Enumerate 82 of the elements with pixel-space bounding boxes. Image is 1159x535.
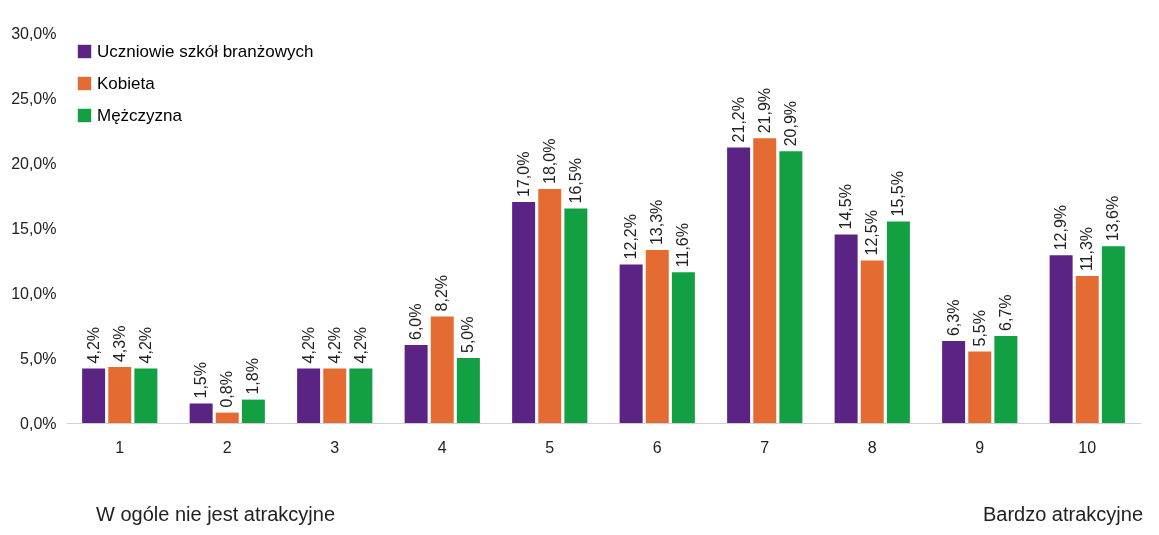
data-label: 8,2% (433, 274, 451, 312)
data-label: 4,2% (136, 326, 154, 364)
bar (834, 234, 858, 423)
x-tick-label: 9 (975, 438, 985, 456)
data-label: 11,6% (674, 223, 692, 268)
legend-label: Kobieta (97, 73, 156, 93)
y-tick-label: 15,0% (11, 219, 57, 237)
data-label: 4,2% (84, 326, 102, 364)
data-label: 11,3% (1078, 226, 1096, 272)
bar (456, 358, 480, 423)
data-label: 4,2% (351, 326, 369, 364)
bar (1049, 255, 1073, 423)
bar (564, 208, 588, 423)
data-label: 1,5% (192, 362, 210, 399)
data-label: 20,9% (781, 100, 799, 147)
y-tick-label: 10,0% (11, 284, 57, 302)
bar (968, 351, 992, 423)
data-label: 6,0% (407, 303, 425, 340)
data-label: 16,5% (566, 158, 584, 204)
bar (404, 345, 428, 423)
x-tick-label: 6 (652, 438, 662, 456)
bar (108, 367, 132, 423)
bar (886, 221, 910, 423)
data-label: 4,2% (299, 326, 317, 364)
data-label: 0,8% (218, 371, 236, 408)
bar (349, 368, 373, 423)
bar (779, 151, 803, 423)
data-label: 12,9% (1052, 204, 1070, 251)
bar (134, 368, 158, 423)
bar (323, 368, 347, 423)
text: Bardzo atrakcyjne (982, 503, 1143, 525)
x-tick-label: 8 (867, 438, 877, 456)
data-label: 21,9% (755, 87, 773, 134)
bar (1101, 246, 1125, 423)
y-tick-label: 5,0% (20, 349, 57, 367)
bar (215, 412, 239, 423)
y-tick-label: 20,0% (11, 154, 57, 172)
bar (538, 189, 562, 423)
data-label: 13,6% (1104, 195, 1122, 242)
x-tick-label: 2 (222, 438, 232, 456)
x-tick-label: 3 (330, 438, 340, 456)
bar (645, 250, 669, 423)
x-tick-label: 10 (1078, 438, 1097, 456)
data-label: 17,0% (514, 151, 532, 197)
bar (753, 138, 777, 423)
bar (82, 368, 106, 423)
data-label: 21,2% (729, 97, 747, 143)
legend-label: Uczniowie szkół branżowych (97, 41, 314, 61)
x-tick-label: 5 (545, 438, 555, 456)
data-label: 5,5% (970, 310, 988, 347)
data-label: 12,2% (622, 214, 640, 260)
bar (241, 399, 265, 423)
legend-label: Mężczyzna (97, 105, 183, 125)
y-tick-label: 30,0% (11, 24, 57, 42)
data-label: 1,8% (244, 358, 262, 395)
bar (994, 335, 1018, 423)
x-tick-label: 7 (760, 438, 770, 456)
data-label: 18,0% (540, 138, 558, 184)
data-label: 14,5% (837, 184, 855, 230)
bar (1075, 276, 1099, 423)
bar (297, 368, 321, 423)
bar (727, 147, 751, 423)
y-tick-label: 0,0% (20, 414, 57, 432)
data-label: 6,7% (996, 294, 1014, 331)
x-tick-label: 4 (437, 438, 447, 456)
bar (671, 272, 695, 423)
bar (860, 260, 884, 423)
data-label: 12,5% (863, 210, 881, 256)
data-label: 4,2% (325, 326, 343, 364)
data-label: 13,3% (648, 199, 666, 246)
data-label: 6,3% (944, 299, 962, 337)
bar (619, 264, 643, 423)
bar (189, 403, 213, 423)
x-tick-label: 1 (115, 438, 125, 456)
bar (942, 341, 966, 423)
data-label: 5,0% (459, 316, 477, 353)
bar (430, 316, 454, 423)
y-tick-label: 25,0% (11, 89, 57, 107)
bar (512, 202, 536, 423)
data-label: 15,5% (889, 171, 907, 217)
text: W ogóle nie jest atrakcyjne (96, 503, 336, 525)
data-label: 4,3% (110, 325, 128, 363)
